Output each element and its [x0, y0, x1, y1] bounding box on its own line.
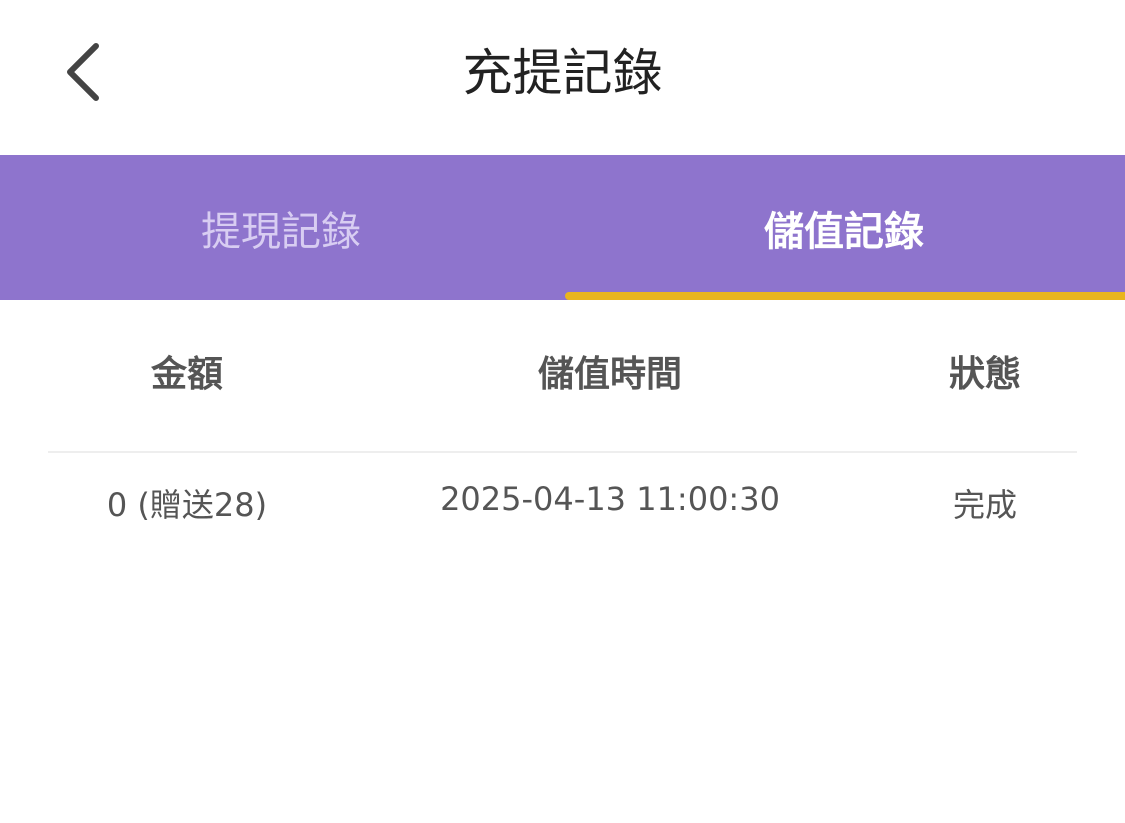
tab-withdraw-records[interactable]: 提現記錄	[201, 208, 361, 255]
header: 充提記錄	[0, 0, 1125, 155]
column-header-amount: 金額	[150, 354, 223, 395]
column-header-time: 儲值時間	[537, 354, 682, 395]
divider	[48, 451, 1077, 453]
active-tab-indicator	[565, 292, 1125, 300]
tab-deposit-records[interactable]: 儲值記錄	[764, 208, 924, 255]
column-header-status: 狀態	[948, 354, 1021, 395]
tab-bar: 提現記錄 儲值記錄	[0, 155, 1125, 300]
page-title: 充提記錄	[462, 44, 663, 102]
table-row: 0 (贈送28) 2025-04-13 11:00:30 完成	[0, 480, 1125, 530]
cell-amount: 0 (贈送28)	[106, 486, 268, 524]
chevron-left-icon	[67, 43, 99, 101]
cell-time: 2025-04-13 11:00:30	[440, 480, 780, 518]
table-header: 金額 儲值時間 狀態	[0, 345, 1125, 409]
cell-status: 完成	[952, 486, 1017, 524]
back-button[interactable]	[60, 40, 110, 104]
